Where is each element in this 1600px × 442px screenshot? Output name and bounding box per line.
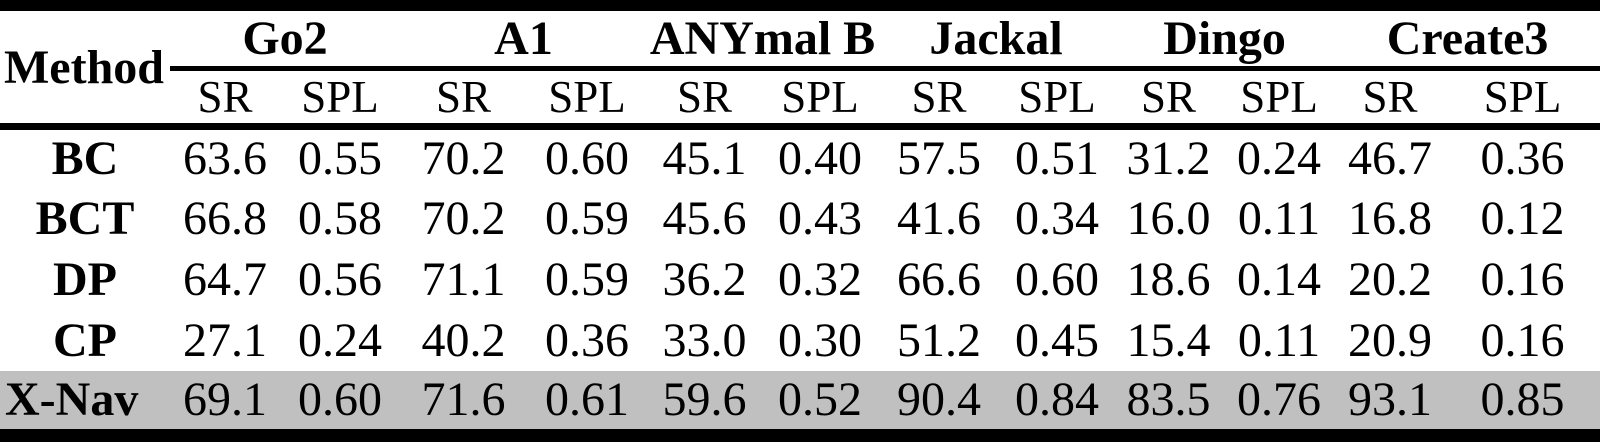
metric-value: 70.2	[421, 132, 506, 186]
metric-header-sr: SR	[878, 68, 1001, 130]
metric-value: 0.24	[1237, 132, 1322, 186]
metric-value: 0.24	[298, 313, 382, 367]
table-row-bc: BC 63.6 0.55 70.2 0.60 45.1 0.40 57.5 0.…	[0, 127, 1600, 188]
metric-value: 0.36	[545, 313, 629, 367]
metric-value: 0.55	[298, 132, 382, 186]
table-row-xnav-highlighted: X-Nav 69.1 0.60 71.6 0.61 59.6 0.52 90.4…	[0, 370, 1600, 436]
metric-value: 33.0	[662, 313, 747, 367]
metric-value: 15.4	[1126, 313, 1211, 367]
metric-value: 71.1	[421, 252, 506, 306]
metric-value: 64.7	[183, 252, 267, 306]
metric-value: 69.1	[183, 373, 267, 427]
metric-value: 0.58	[298, 191, 382, 245]
metric-value: 71.6	[421, 373, 506, 427]
robot-group-header-create3: Create3	[1335, 5, 1600, 71]
metric-header-spl: SPL	[1223, 68, 1336, 130]
metric-value: 51.2	[897, 313, 982, 367]
metric-value: 46.7	[1348, 132, 1433, 186]
metric-value: 0.34	[1015, 191, 1100, 245]
metric-value: 20.2	[1348, 252, 1433, 306]
metric-value: 41.6	[897, 191, 982, 245]
metric-value: 0.43	[778, 191, 863, 245]
metric-value: 36.2	[662, 252, 747, 306]
metric-header-sr: SR	[647, 68, 763, 130]
metric-value: 59.6	[662, 373, 747, 427]
metric-value: 0.16	[1480, 313, 1565, 367]
metric-value: 0.61	[545, 373, 629, 427]
method-column-header: Method	[0, 5, 170, 130]
metric-value: 66.8	[183, 191, 267, 245]
table-row-bct: BCT 66.8 0.58 70.2 0.59 45.6 0.43 41.6 0…	[0, 188, 1600, 249]
metric-value: 70.2	[421, 191, 506, 245]
metric-value: 0.11	[1237, 191, 1321, 245]
method-name: BC	[51, 132, 119, 186]
metric-value: 63.6	[183, 132, 267, 186]
metric-value: 0.12	[1480, 191, 1565, 245]
method-name: X-Nav	[5, 373, 139, 427]
metric-value: 0.59	[545, 252, 629, 306]
metric-value: 0.60	[298, 373, 382, 427]
metric-value: 0.32	[778, 252, 863, 306]
metric-value: 0.40	[778, 132, 863, 186]
robot-group-header-anymal-b: ANYmal B	[647, 5, 879, 71]
metric-value: 57.5	[897, 132, 982, 186]
metric-header-row: SR SPL SR SPL SR SPL SR SPL SR SPL SR SP…	[0, 68, 1600, 130]
method-name: CP	[53, 313, 117, 367]
metric-value: 0.36	[1480, 132, 1565, 186]
metric-value: 0.14	[1237, 252, 1322, 306]
metric-value: 93.1	[1348, 373, 1433, 427]
metric-value: 20.9	[1348, 313, 1433, 367]
metric-header-sr: SR	[1114, 68, 1224, 130]
metric-header-spl: SPL	[1445, 68, 1600, 130]
metric-value: 16.8	[1348, 191, 1433, 245]
metric-value: 66.6	[897, 252, 982, 306]
metric-header-sr: SR	[1335, 68, 1446, 130]
robot-group-header-go2: Go2	[170, 5, 400, 71]
metric-value: 45.6	[662, 191, 747, 245]
metric-value: 40.2	[421, 313, 506, 367]
metric-value: 18.6	[1126, 252, 1211, 306]
table-row-cp: CP 27.1 0.24 40.2 0.36 33.0 0.30 51.2 0.…	[0, 310, 1600, 371]
metric-value: 0.85	[1480, 373, 1565, 427]
metric-value: 0.76	[1237, 373, 1322, 427]
metric-value: 83.5	[1126, 373, 1211, 427]
metric-value: 0.52	[778, 373, 863, 427]
metric-value: 0.51	[1015, 132, 1100, 186]
metric-value: 27.1	[183, 313, 267, 367]
metric-value: 90.4	[897, 373, 982, 427]
method-name: DP	[53, 252, 117, 306]
metric-value: 0.84	[1015, 373, 1100, 427]
metric-value: 0.59	[545, 191, 629, 245]
metric-header-sr: SR	[170, 68, 280, 130]
metric-value: 31.2	[1126, 132, 1211, 186]
metric-header-spl: SPL	[762, 68, 879, 130]
metric-value: 0.11	[1237, 313, 1321, 367]
metric-value: 0.56	[298, 252, 382, 306]
robot-group-header-a1: A1	[400, 5, 648, 71]
metric-value: 0.45	[1015, 313, 1100, 367]
metric-header-spl: SPL	[280, 68, 400, 130]
metric-value: 45.1	[662, 132, 747, 186]
robot-group-header-jackal: Jackal	[878, 5, 1115, 71]
robot-group-header-row: Method Go2 A1 ANYmal B Jackal Dingo Crea…	[0, 5, 1600, 130]
method-name: BCT	[35, 191, 135, 245]
metric-value: 0.30	[778, 313, 863, 367]
robot-group-header-dingo: Dingo	[1114, 5, 1336, 71]
metric-header-spl: SPL	[1000, 68, 1115, 130]
metric-header-spl: SPL	[527, 68, 648, 130]
metric-value: 0.60	[1015, 252, 1100, 306]
metric-value: 0.16	[1480, 252, 1565, 306]
metric-header-sr: SR	[400, 68, 527, 130]
metric-value: 16.0	[1126, 191, 1211, 245]
table-row-dp: DP 64.7 0.56 71.1 0.59 36.2 0.32 66.6 0.…	[0, 249, 1600, 310]
metric-value: 0.60	[545, 132, 629, 186]
